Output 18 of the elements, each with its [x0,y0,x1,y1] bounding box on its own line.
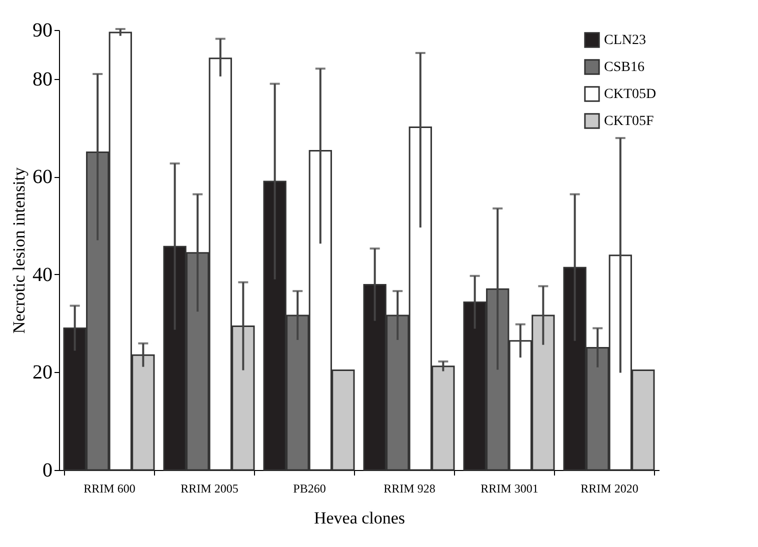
legend-label: CKT05D [604,87,656,102]
y-axis-title: Necrotic lesion intensity [10,166,28,334]
y-tick-label: 40 [32,264,52,286]
x-tick-label: RRIM 928 [384,482,436,496]
x-tick-label: RRIM 2005 [180,482,238,496]
x-axis-title: Hevea clones [314,508,406,528]
y-tick-label: 0 [42,460,52,482]
x-tick-label: RRIM 2020 [580,482,638,496]
x-tick-label: PB260 [293,482,326,496]
y-tick-label: 60 [32,166,52,188]
y-tick-label: 90 [32,20,52,42]
x-tick-label: RRIM 3001 [480,482,538,496]
legend-label: CSB16 [604,60,644,75]
y-tick-label: 20 [32,362,52,384]
legend-label: CLN23 [604,33,646,48]
x-tick-label: RRIM 600 [84,482,136,496]
y-tick-label: 80 [32,68,52,90]
legend-label: CKT05F [604,114,654,129]
